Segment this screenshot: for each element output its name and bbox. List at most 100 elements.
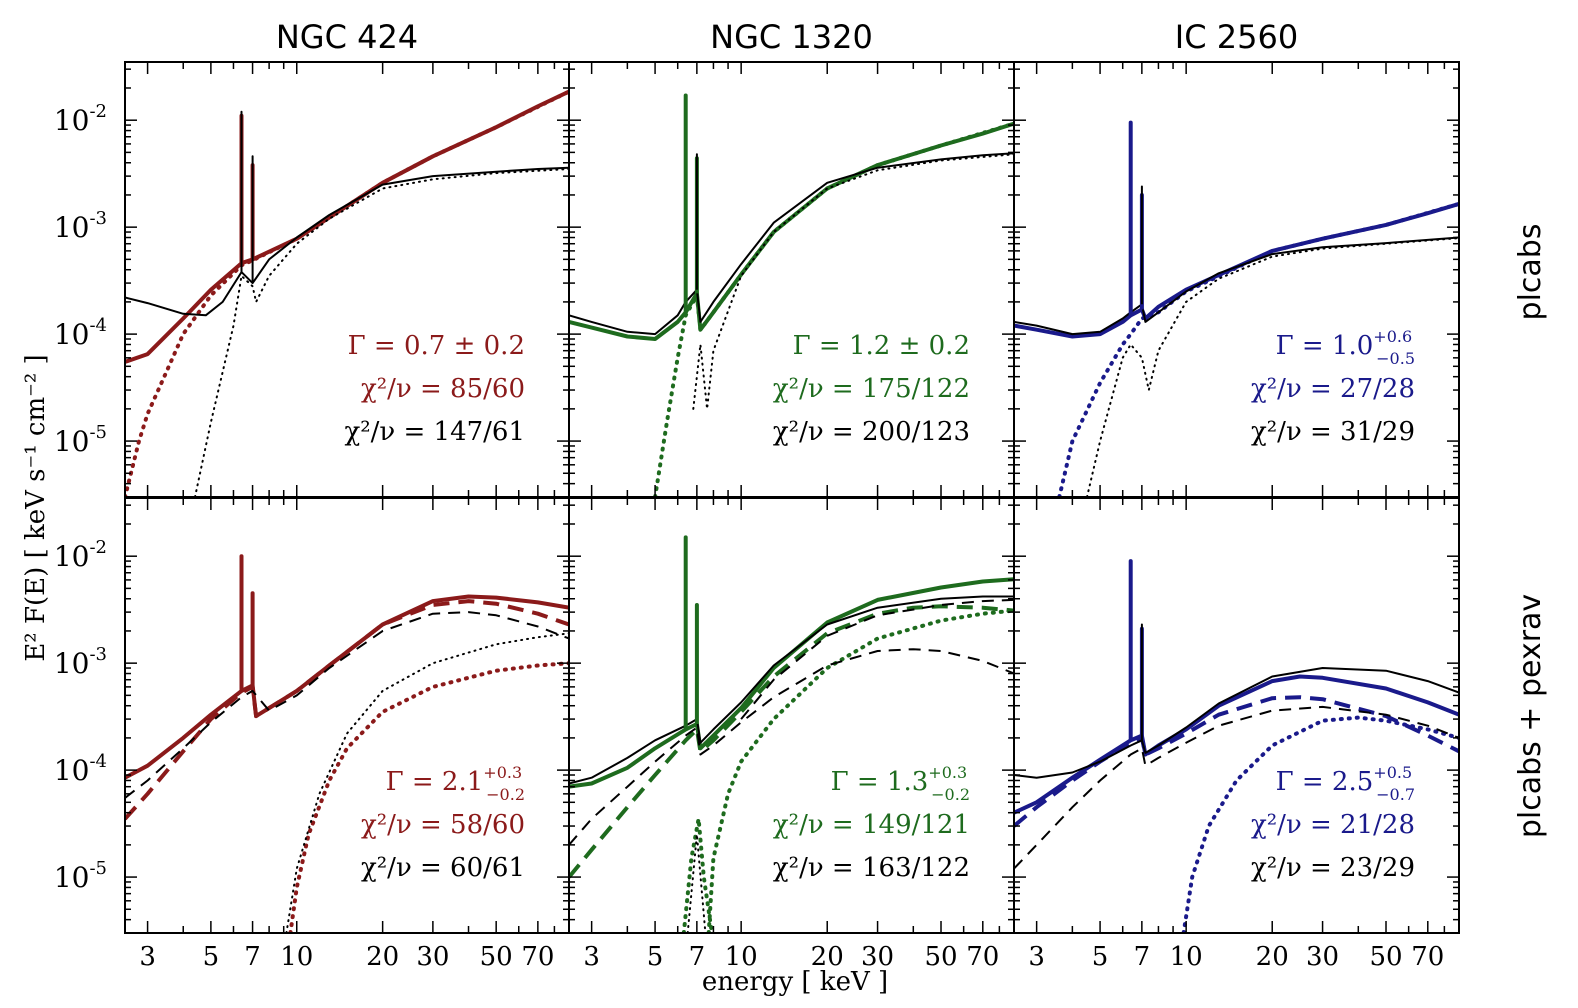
y-tick-label: 10-4 [54, 751, 107, 787]
fit-annotation: χ²/ν = 31/29 [1251, 417, 1415, 447]
y-tick-label: 10-2 [54, 537, 107, 573]
x-tick-label: 10 [725, 942, 758, 972]
x-tick-label: 30 [416, 942, 449, 972]
x-tick-label: 3 [1028, 942, 1045, 972]
x-tick-label: 70 [966, 942, 999, 972]
y-tick-label: 10-3 [54, 208, 107, 244]
x-tick-label: 5 [647, 942, 664, 972]
y-axis-label: E² F(E) [ keV s⁻¹ cm⁻² ] [21, 354, 51, 661]
series-line [125, 594, 569, 780]
fit-annotation: χ²/ν = 21/28 [1251, 810, 1415, 840]
column-titles: NGC 424 NGC 1320 IC 2560 [276, 18, 1298, 56]
fit-annotation: χ²/ν = 163/122 [773, 853, 970, 883]
panels: 10-5 10-4 10-3 10-2 Γ = 0.7 ± 0.2 χ²/ν = 85/6… [54, 61, 1460, 972]
x-tick-label: 50 [1369, 942, 1402, 972]
row-label-plcabs: plcabs [1513, 224, 1548, 321]
series-line [1014, 236, 1459, 336]
series-line [285, 632, 569, 933]
series-line [569, 121, 1014, 341]
fit-annotation: Γ = 1.3+0.3 −0.2 [831, 763, 970, 804]
fit-annotation: χ²/ν = 149/121 [773, 810, 970, 840]
x-tick-label: 5 [1092, 942, 1109, 972]
series-line [653, 121, 1014, 497]
panel: Γ = 1.2 ± 0.2 χ²/ν = 175/122 χ²/ν = 200/12… [568, 61, 1015, 498]
fit-annotation: χ²/ν = 200/123 [773, 417, 970, 447]
panel: 3 5 7 10 20 30 50 70 Γ = 2.5+0.5 −0.7 χ²/ν = 21/28… [1013, 497, 1460, 972]
fit-annotation: χ²/ν = 60/61 [361, 853, 525, 883]
fit-annotation: Γ = 2.1+0.3 −0.2 [386, 763, 525, 804]
series-line [125, 599, 569, 821]
x-tick-label: 7 [1134, 942, 1151, 972]
series-line [706, 608, 1014, 933]
fit-annotation: χ²/ν = 175/122 [773, 374, 970, 404]
panel: 10-5 10-4 10-3 10-2 3 5 7 10 20 30 50 70 Γ = 2.1+0.3… [54, 497, 570, 972]
series-line [569, 595, 1014, 785]
x-tick-label: 3 [583, 942, 600, 972]
series-line [569, 648, 1014, 846]
y-tick-label: 10-5 [54, 858, 107, 894]
series-line [125, 166, 569, 317]
column-title: IC 2560 [1175, 18, 1298, 56]
fit-annotation: Γ = 0.7 ± 0.2 [348, 331, 525, 361]
row-label-plcabs-pexrav: plcabs + pexrav [1513, 594, 1548, 838]
series-line [740, 598, 1014, 720]
panel-series [569, 535, 1014, 933]
series-line [1057, 201, 1459, 497]
x-tick-label: 3 [139, 942, 156, 972]
series-line [1014, 705, 1459, 870]
x-tick-label: 70 [1411, 942, 1444, 972]
series-line [125, 611, 569, 799]
panel: 3 5 7 10 20 30 50 70 Γ = 1.3+0.3 −0.2 χ²/ν = 149/1… [568, 497, 1015, 972]
panel-series [569, 93, 1014, 497]
x-tick-label: 7 [689, 942, 706, 972]
fit-annotation: χ²/ν = 58/60 [361, 810, 525, 840]
x-tick-label: 20 [366, 942, 399, 972]
panel: Γ = 1.0+0.6 −0.5 χ²/ν = 27/28 χ²/ν = 31/29 [1013, 61, 1460, 498]
x-tick-label: 50 [480, 942, 513, 972]
y-tick-label: 10-3 [54, 644, 107, 680]
series-line [569, 577, 1014, 789]
series-line [1014, 201, 1459, 339]
series-line [1014, 667, 1459, 779]
x-tick-label: 70 [521, 942, 554, 972]
panel: 10-5 10-4 10-3 10-2 Γ = 0.7 ± 0.2 χ²/ν = 85/6… [54, 61, 570, 498]
series-line [1014, 695, 1459, 828]
column-title: NGC 1320 [710, 18, 873, 56]
panel-series [1014, 120, 1459, 497]
figure-labels: E² F(E) [ keV s⁻¹ cm⁻² ] energy [ keV ] … [21, 224, 1548, 997]
x-tick-label: 30 [861, 942, 894, 972]
x-axis-label: energy [ keV ] [702, 967, 888, 997]
x-tick-label: 20 [811, 942, 844, 972]
y-tick-label: 10-4 [54, 315, 107, 351]
fit-annotation: χ²/ν = 85/60 [361, 374, 525, 404]
series-line [125, 89, 569, 364]
series-line [1086, 237, 1459, 497]
y-tick-label: 10-5 [54, 422, 107, 458]
fit-annotation: Γ = 2.5+0.5 −0.7 [1276, 763, 1415, 804]
x-tick-label: 5 [203, 942, 220, 972]
x-tick-label: 10 [1170, 942, 1203, 972]
x-tick-label: 7 [244, 942, 261, 972]
column-title: NGC 424 [276, 18, 418, 56]
x-tick-label: 50 [924, 942, 957, 972]
fit-annotation: χ²/ν = 27/28 [1251, 374, 1415, 404]
x-tick-label: 10 [280, 942, 313, 972]
series-line [194, 168, 569, 497]
series-line [569, 152, 1014, 336]
fit-annotation: χ²/ν = 147/61 [344, 417, 525, 447]
panel-frame [1013, 497, 1460, 934]
panel-series [125, 554, 569, 933]
series-line [692, 153, 1014, 410]
series-line [569, 604, 1014, 879]
series-line [288, 661, 569, 933]
y-tick-label: 10-2 [54, 101, 107, 137]
series-line [1181, 715, 1459, 933]
series-line [681, 816, 714, 933]
panel-series [1014, 559, 1459, 933]
fit-annotation: χ²/ν = 23/29 [1251, 853, 1415, 883]
fit-annotation: Γ = 1.0+0.6 −0.5 [1276, 327, 1415, 368]
fit-annotation: Γ = 1.2 ± 0.2 [793, 331, 970, 361]
x-tick-label: 20 [1256, 942, 1289, 972]
x-tick-label: 30 [1306, 942, 1339, 972]
